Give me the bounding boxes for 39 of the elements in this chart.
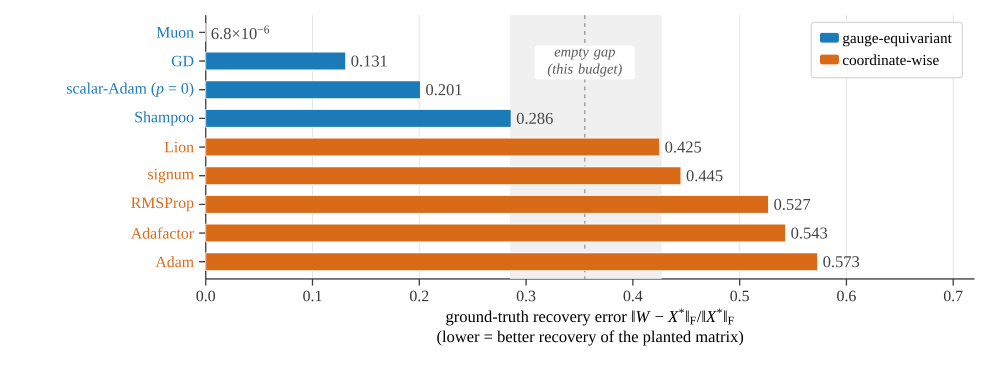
- legend-label: gauge-equivariant: [842, 33, 952, 46]
- data-label: 0.573: [823, 256, 860, 268]
- data-label: 0.543: [791, 228, 828, 239]
- y-tick-label: Shampoo: [135, 111, 194, 126]
- x-tick-label: 0.3: [516, 290, 536, 302]
- text: ground-truth recovery error ‖W − X$^{*}$‖$_{F}$/‖X$^{*}$‖$_{F}$: [446, 308, 734, 326]
- text: (lower = better recovery of the planted matrix): [437, 330, 744, 346]
- bar: [205, 166, 682, 186]
- x-tick-label: 0.0: [196, 290, 216, 302]
- data-label: 0.131: [351, 56, 387, 67]
- data-label: 0.445: [686, 170, 722, 182]
- x-tick-label: 0.1: [303, 290, 322, 302]
- y-tick-label: Adafactor: [130, 228, 194, 239]
- y-tick-label: scalar-Adam (p = 0): [67, 82, 194, 98]
- y-tick-label: Muon: [156, 27, 194, 38]
- bar: [205, 195, 769, 214]
- bar: [205, 252, 818, 272]
- data-label: 0.286: [516, 112, 553, 124]
- data-label: 0.425: [665, 142, 702, 153]
- data-label: 6.8×10$^{−6}$: [212, 26, 270, 40]
- ref-line-label: empty gap (this budget): [548, 48, 622, 77]
- bar: [205, 80, 421, 100]
- x-tick-label: 0.7: [944, 290, 963, 302]
- bar: [205, 52, 346, 70]
- x-tick-label: 0.5: [730, 290, 749, 302]
- y-tick-label: signum: [148, 168, 194, 183]
- bar: [205, 109, 512, 128]
- y-tick-label: Lion: [164, 142, 194, 152]
- data-label: 0.527: [774, 198, 810, 210]
- y-tick-label: Adam: [156, 256, 194, 268]
- x-tick-label: 0.2: [410, 290, 428, 302]
- data-label: 0.201: [426, 84, 462, 96]
- y-tick-label: RMSProp: [131, 198, 194, 212]
- legend-label: coordinate-wise: [842, 54, 939, 66]
- bar: [205, 138, 660, 156]
- y-tick-label: GD: [172, 56, 194, 66]
- x-tick-label: 0.4: [624, 290, 643, 302]
- x-tick-label: 0.6: [837, 290, 856, 302]
- bar: [205, 224, 786, 242]
